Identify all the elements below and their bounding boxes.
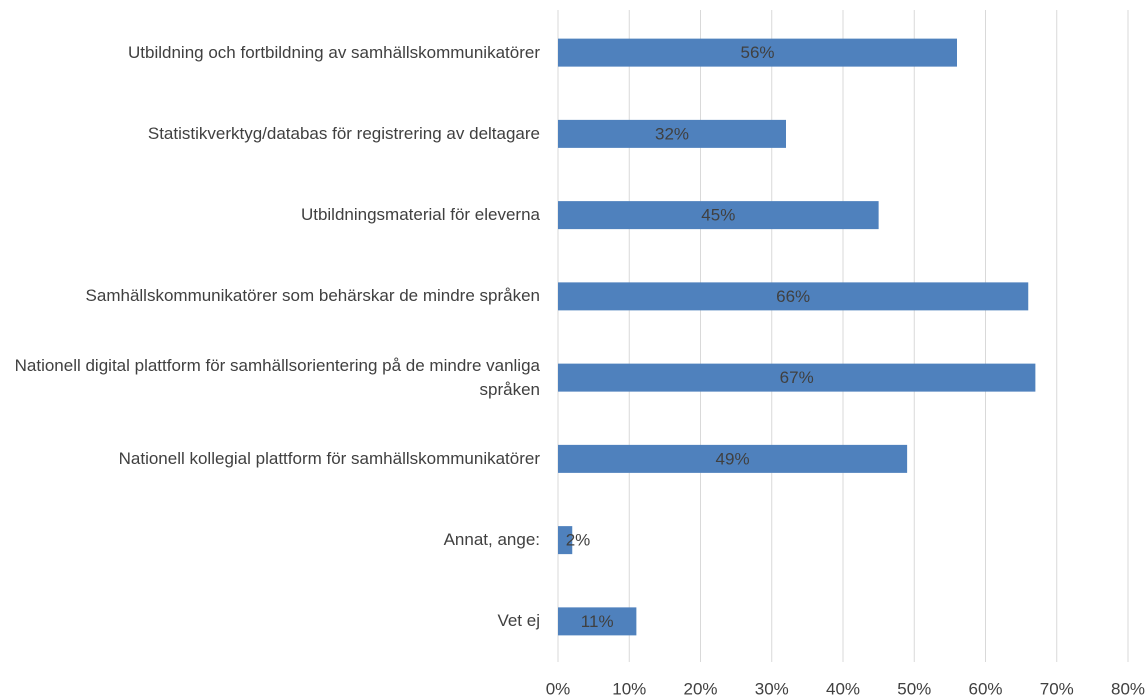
bar	[558, 363, 1036, 392]
x-tick-label: 30%	[755, 679, 789, 698]
value-label: 49%	[716, 449, 750, 468]
category-label: Utbildningsmaterial för eleverna	[300, 205, 540, 225]
x-tick-label: 50%	[897, 679, 931, 698]
value-label: 2%	[566, 531, 591, 550]
value-label: 67%	[780, 368, 814, 387]
value-label: 66%	[776, 287, 810, 306]
category-label: Samhällskommunikatörer som behärskar de …	[85, 286, 540, 306]
category-label: Statistikverktyg/databas för registrerin…	[147, 123, 540, 143]
bar	[558, 607, 637, 636]
category-label: Utbildning och fortbildning av samhällsk…	[128, 42, 540, 62]
value-label: 32%	[655, 124, 689, 143]
category-label: Annat, ange:	[443, 530, 540, 550]
x-tick-label: 60%	[968, 679, 1002, 698]
bar	[558, 38, 957, 67]
x-tick-label: 10%	[612, 679, 646, 698]
x-tick-label: 40%	[826, 679, 860, 698]
bar	[558, 444, 908, 473]
bar	[558, 282, 1029, 311]
x-tick-label: 80%	[1111, 679, 1145, 698]
x-tick-label: 0%	[546, 679, 571, 698]
category-label: Nationell kollegial plattform för samhäl…	[118, 448, 540, 468]
value-label: 56%	[740, 43, 774, 62]
value-label: 11%	[581, 612, 614, 631]
bar	[558, 526, 573, 555]
bar	[558, 201, 879, 230]
x-tick-label: 70%	[1040, 679, 1074, 698]
bar	[558, 119, 786, 148]
x-tick-label: 20%	[683, 679, 717, 698]
category-label: Vet ej	[497, 611, 540, 631]
value-label: 45%	[701, 206, 735, 225]
category-label: Nationell digital plattform för samhälls…	[14, 355, 540, 399]
